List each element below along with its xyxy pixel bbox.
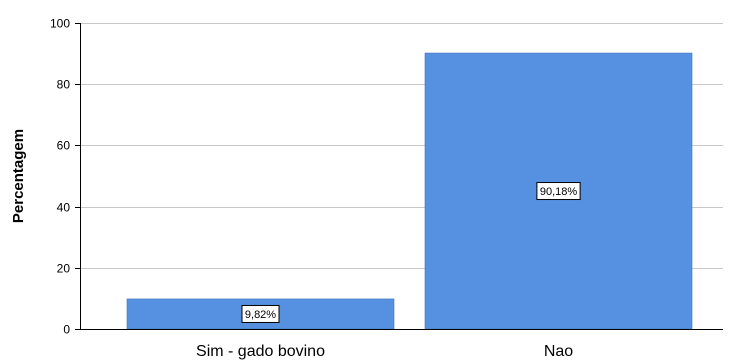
data-label-box-0 <box>241 304 280 323</box>
y-tick-label-20: 20 <box>57 262 71 276</box>
x-category-label-0: Sim - gado bovino <box>196 343 325 360</box>
bars <box>126 52 693 330</box>
x-category-label-1: Nao <box>544 343 573 360</box>
y-tick-label-0: 0 <box>63 323 70 337</box>
y-axis-title: Percentagem <box>10 129 27 223</box>
y-tick-label-100: 100 <box>50 17 70 31</box>
data-label-0: 9,82% <box>245 309 276 321</box>
y-tick-label-80: 80 <box>57 78 71 92</box>
y-tick-label-60: 60 <box>57 139 71 153</box>
data-label-1: 90,18% <box>540 186 578 198</box>
axes <box>75 23 723 330</box>
labels: 0 20 40 60 80 100 9,82% Sim - gado bovino 90,18%… <box>50 17 581 360</box>
data-label-box-1 <box>536 182 581 201</box>
y-tick-label-40: 40 <box>57 201 71 215</box>
